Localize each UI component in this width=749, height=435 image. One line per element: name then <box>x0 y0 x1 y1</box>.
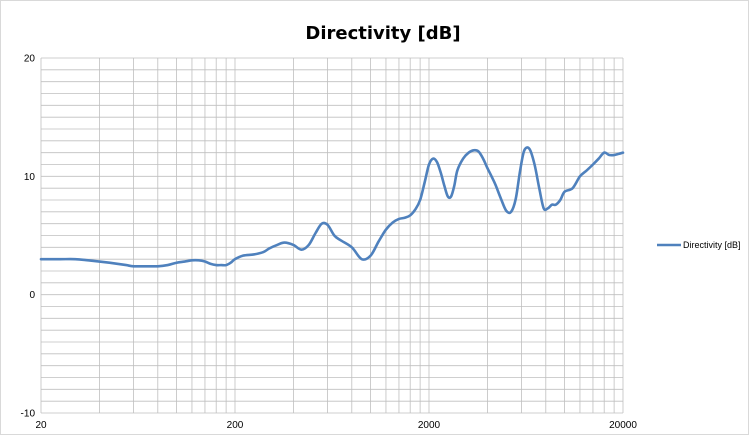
y-tick-label: 0 <box>29 290 35 301</box>
axis-labels: -10 0 10 20 20 200 2000 20000 <box>21 54 638 432</box>
y-tick-label: 10 <box>24 172 36 183</box>
grid <box>40 57 624 414</box>
series-layer <box>39 146 625 268</box>
legend-label: Directivity [dB] <box>683 240 741 250</box>
x-tick-label: 20 <box>35 420 47 431</box>
x-tick-label: 20000 <box>609 420 637 431</box>
x-tick-label: 2000 <box>418 420 441 431</box>
series-line <box>39 146 625 268</box>
chart-title: Directivity [dB] <box>305 23 460 44</box>
y-tick-label: 20 <box>24 54 36 65</box>
x-tick-label: 200 <box>227 420 244 431</box>
legend: Directivity [dB] <box>657 240 741 250</box>
y-tick-label: -10 <box>21 409 36 420</box>
